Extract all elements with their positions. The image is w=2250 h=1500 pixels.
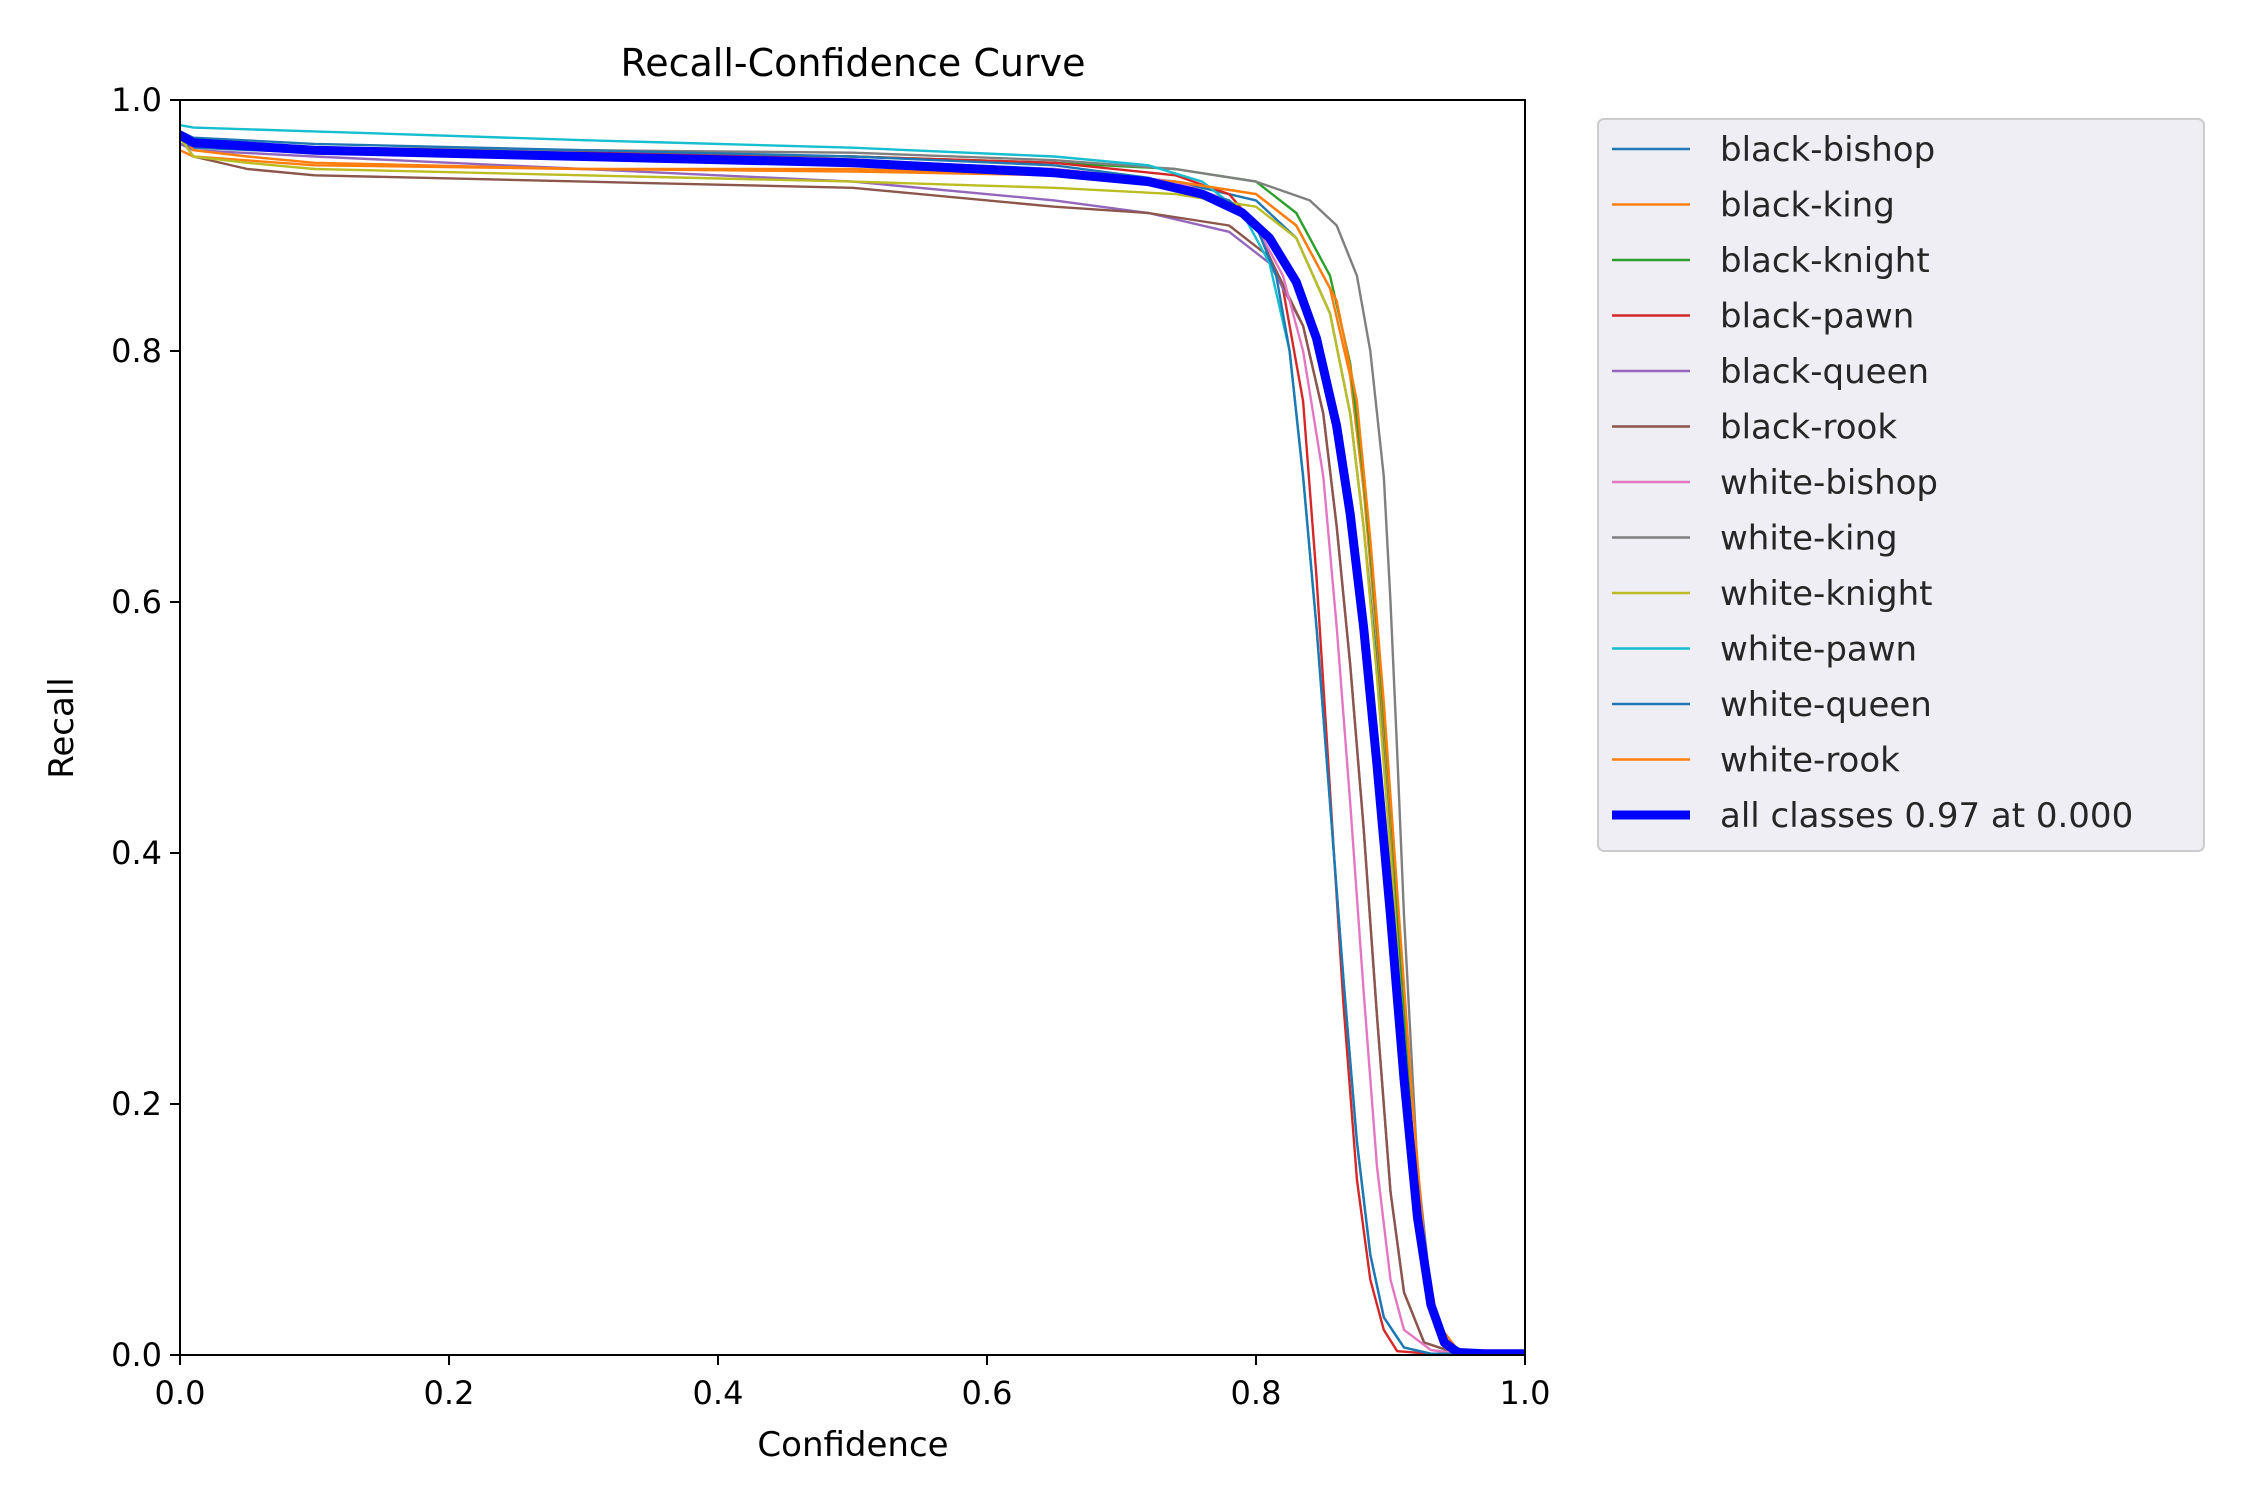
plot-area xyxy=(179,99,1526,1356)
y-axis-title: Recall xyxy=(42,677,82,778)
series-line-all xyxy=(180,130,1525,1355)
x-tick-label: 1.0 xyxy=(1500,1374,1551,1412)
x-tick-label: 0.6 xyxy=(962,1374,1013,1412)
y-tick-label: 1.0 xyxy=(111,81,162,119)
x-tick-label: 0.0 xyxy=(155,1374,206,1412)
x-tick-label: 0.8 xyxy=(1231,1374,1282,1412)
legend-label: black-king xyxy=(1720,186,1895,226)
y-axis: 0.0 0.2 0.4 0.6 0.8 1.0 xyxy=(111,81,180,1374)
series-line-black-rook xyxy=(180,136,1525,1355)
y-tick-label: 0.0 xyxy=(111,1336,162,1374)
series-line-white-queen xyxy=(180,130,1525,1355)
x-tick-label: 0.4 xyxy=(693,1374,744,1412)
legend-box xyxy=(1597,118,2205,852)
legend-label: white-rook xyxy=(1720,741,1900,781)
x-tick-label: 0.2 xyxy=(424,1374,475,1412)
legend: black-bishop black-king black-knight black-… xyxy=(1597,118,2205,852)
x-axis-title: Confidence xyxy=(757,1425,948,1465)
legend-label: black-knight xyxy=(1720,241,1930,281)
legend-label: all classes 0.97 at 0.000 xyxy=(1720,796,2133,836)
legend-label: black-pawn xyxy=(1720,297,1914,337)
legend-items: black-bishop black-king black-knight black-… xyxy=(1612,130,2133,836)
y-tick-label: 0.2 xyxy=(111,1085,162,1123)
legend-label: white-queen xyxy=(1720,685,1932,725)
series-layer xyxy=(180,123,1525,1355)
y-tick-label: 0.8 xyxy=(111,332,162,370)
chart-title: Recall-Confidence Curve xyxy=(621,41,1086,85)
legend-label: white-knight xyxy=(1720,574,1932,614)
legend-label: black-queen xyxy=(1720,352,1929,392)
y-tick-label: 0.4 xyxy=(111,834,162,872)
x-axis: 0.0 0.2 0.4 0.6 0.8 1.0 xyxy=(155,1355,1551,1412)
y-tick-label: 0.6 xyxy=(111,583,162,621)
legend-label: white-king xyxy=(1720,519,1898,559)
legend-label: black-rook xyxy=(1720,408,1897,448)
legend-label: white-bishop xyxy=(1720,463,1938,503)
legend-label: white-pawn xyxy=(1720,630,1917,670)
legend-label: black-bishop xyxy=(1720,130,1935,170)
plot-frame xyxy=(179,99,1526,1356)
